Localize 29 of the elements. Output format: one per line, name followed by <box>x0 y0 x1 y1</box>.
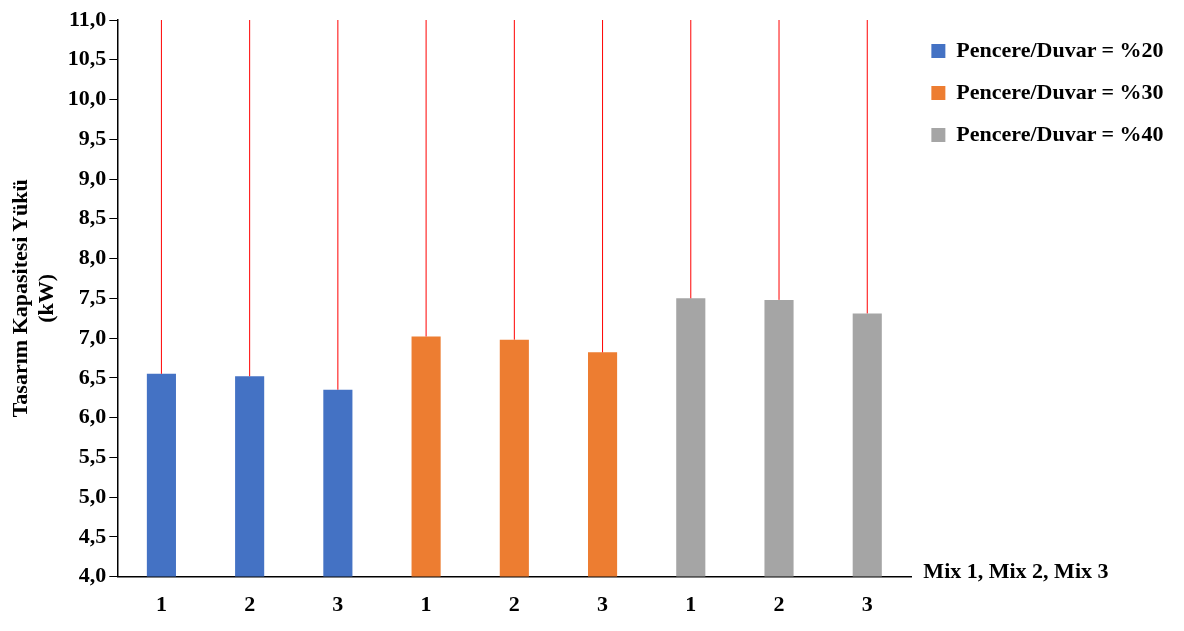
y-tick-label: 5,5 <box>78 443 107 469</box>
y-tick-label: 9,5 <box>78 124 107 150</box>
x-tick-label: 1 <box>420 591 432 617</box>
y-tick-label: 10,0 <box>67 85 107 111</box>
y-tick-label: 6,5 <box>78 363 107 389</box>
legend-label: Pencere/Duvar = %40 <box>956 120 1164 146</box>
y-tick-label: 8,5 <box>78 204 107 230</box>
x-tick-label: 2 <box>508 591 520 617</box>
y-tick-label: 7,5 <box>78 283 107 309</box>
x-tick-label: 3 <box>332 591 344 617</box>
y-axis-title: Tasarım Kapasitesi Yükü (kW) <box>6 179 59 418</box>
x-tick-label: 3 <box>597 591 609 617</box>
y-tick-label: 8,0 <box>78 244 107 270</box>
x-tick-label: 2 <box>773 591 785 617</box>
legend-label: Pencere/Duvar = %20 <box>956 36 1164 62</box>
x-axis-title: Mix 1, Mix 2, Mix 3 <box>923 558 1109 584</box>
x-tick-label: 1 <box>155 591 167 617</box>
y-tick-label: 9,0 <box>78 164 107 190</box>
y-tick-label: 5,0 <box>78 482 107 508</box>
y-tick-label: 6,0 <box>78 403 107 429</box>
legend-label: Pencere/Duvar = %30 <box>956 78 1164 104</box>
y-tick-label: 11,0 <box>69 5 107 31</box>
y-tick-label: 4,5 <box>78 522 107 548</box>
y-tick-label: 4,0 <box>78 562 107 588</box>
x-tick-label: 2 <box>244 591 256 617</box>
x-tick-label: 1 <box>685 591 697 617</box>
y-tick-label: 7,0 <box>78 323 107 349</box>
x-tick-label: 3 <box>861 591 873 617</box>
y-tick-label: 10,5 <box>67 45 107 71</box>
